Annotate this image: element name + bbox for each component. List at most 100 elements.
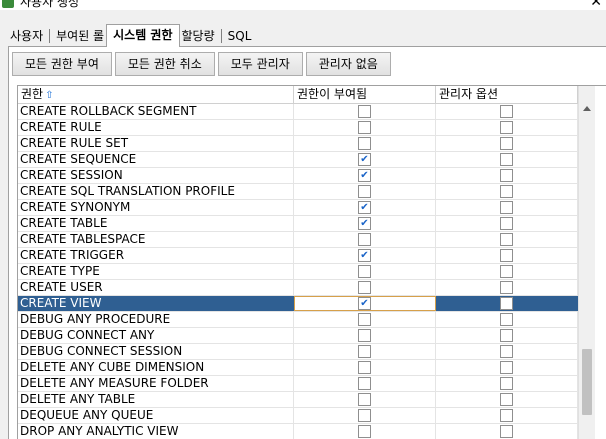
privilege-name: CREATE TRIGGER — [18, 248, 294, 263]
column-header-granted[interactable]: 권한이 부여됨 — [294, 86, 436, 104]
close-icon[interactable]: ✕ — [590, 0, 602, 10]
table-row[interactable]: DEBUG CONNECT SESSION — [18, 344, 578, 360]
table-row[interactable]: CREATE SESSION ✔ — [18, 168, 578, 184]
granted-checkbox[interactable]: ✔ — [358, 249, 371, 262]
admin-cell — [436, 408, 578, 423]
column-header-privilege[interactable]: 권한 ⇧ — [18, 86, 294, 104]
table-row[interactable]: CREATE TYPE — [18, 264, 578, 280]
table-row[interactable]: CREATE TRIGGER ✔ — [18, 248, 578, 264]
grant-all-button[interactable]: 모든 권한 부여 — [12, 52, 112, 76]
admin-checkbox[interactable] — [500, 105, 513, 118]
admin-checkbox[interactable] — [500, 249, 513, 262]
admin-cell — [436, 232, 578, 247]
granted-checkbox[interactable] — [358, 345, 371, 358]
granted-checkbox[interactable]: ✔ — [358, 201, 371, 214]
admin-checkbox[interactable] — [500, 329, 513, 342]
revoke-all-button[interactable]: 모든 권한 취소 — [114, 52, 215, 76]
no-admin-button[interactable]: 관리자 없음 — [305, 52, 391, 76]
granted-checkbox[interactable] — [358, 281, 371, 294]
admin-checkbox[interactable] — [500, 217, 513, 230]
tab-quotas[interactable]: 할당량 — [181, 29, 215, 43]
admin-checkbox[interactable] — [500, 361, 513, 374]
granted-cell — [294, 184, 436, 199]
all-admin-button[interactable]: 모두 관리자 — [217, 52, 303, 76]
table-row[interactable]: CREATE SYNONYM ✔ — [18, 200, 578, 216]
granted-checkbox[interactable]: ✔ — [358, 153, 371, 166]
admin-checkbox[interactable] — [500, 297, 513, 310]
admin-checkbox[interactable] — [500, 345, 513, 358]
granted-checkbox[interactable] — [358, 185, 371, 198]
table-row[interactable]: DROP ANY ANALYTIC VIEW — [18, 424, 578, 439]
admin-checkbox[interactable] — [500, 425, 513, 438]
checkmark-icon: ✔ — [360, 170, 369, 181]
admin-checkbox[interactable] — [500, 377, 513, 390]
granted-checkbox[interactable] — [358, 137, 371, 150]
checkmark-icon: ✔ — [360, 154, 369, 165]
checkmark-icon: ✔ — [360, 218, 369, 229]
table-row[interactable]: DELETE ANY CUBE DIMENSION — [18, 360, 578, 376]
table-row[interactable]: DEBUG CONNECT ANY — [18, 328, 578, 344]
granted-checkbox[interactable] — [358, 361, 371, 374]
table-row[interactable]: CREATE USER — [18, 280, 578, 296]
granted-cell: ✔ — [294, 216, 436, 231]
admin-checkbox[interactable] — [500, 233, 513, 246]
table-row[interactable]: DEQUEUE ANY QUEUE — [18, 408, 578, 424]
table-row[interactable]: DELETE ANY MEASURE FOLDER — [18, 376, 578, 392]
admin-checkbox[interactable] — [500, 137, 513, 150]
granted-cell: ✔ — [294, 296, 436, 311]
table-row[interactable]: DELETE ANY TABLE — [18, 392, 578, 408]
granted-checkbox[interactable] — [358, 425, 371, 438]
granted-checkbox[interactable] — [358, 265, 371, 278]
granted-checkbox[interactable] — [358, 313, 371, 326]
privilege-name: DELETE ANY TABLE — [18, 392, 294, 407]
tab-bar: 사용자 부여된 롤 시스템 권한 할당량 SQL — [0, 22, 606, 47]
admin-checkbox[interactable] — [500, 201, 513, 214]
table-row[interactable]: CREATE RULE — [18, 120, 578, 136]
tab-sql[interactable]: SQL — [227, 29, 252, 43]
tab-system-privileges[interactable]: 시스템 권한 — [106, 24, 180, 47]
granted-cell — [294, 328, 436, 343]
table-row[interactable]: CREATE TABLE ✔ — [18, 216, 578, 232]
admin-checkbox[interactable] — [500, 185, 513, 198]
table-row[interactable]: CREATE SEQUENCE ✔ — [18, 152, 578, 168]
admin-checkbox[interactable] — [500, 121, 513, 134]
granted-checkbox[interactable] — [358, 329, 371, 342]
table-row[interactable]: DEBUG ANY PROCEDURE — [18, 312, 578, 328]
table-row[interactable]: CREATE SQL TRANSLATION PROFILE — [18, 184, 578, 200]
table-row[interactable]: CREATE TABLESPACE — [18, 232, 578, 248]
granted-checkbox[interactable] — [358, 393, 371, 406]
granted-checkbox[interactable] — [358, 121, 371, 134]
admin-checkbox[interactable] — [500, 265, 513, 278]
granted-checkbox[interactable]: ✔ — [358, 217, 371, 230]
title-bar: 사용자 생성 ✕ — [0, 0, 606, 10]
privilege-name: CREATE VIEW — [18, 296, 294, 311]
granted-checkbox[interactable]: ✔ — [358, 297, 371, 310]
granted-checkbox[interactable] — [358, 233, 371, 246]
tab-divider — [220, 29, 222, 43]
privilege-name: CREATE SEQUENCE — [18, 152, 294, 167]
admin-checkbox[interactable] — [500, 153, 513, 166]
tab-granted-roles[interactable]: 부여된 롤 — [56, 29, 105, 43]
admin-cell — [436, 104, 578, 119]
scrollbar-thumb[interactable] — [582, 349, 592, 415]
admin-checkbox[interactable] — [500, 169, 513, 182]
granted-checkbox[interactable]: ✔ — [358, 169, 371, 182]
tab-divider — [49, 29, 51, 43]
granted-checkbox[interactable] — [358, 105, 371, 118]
granted-checkbox[interactable] — [358, 409, 371, 422]
table-row[interactable]: CREATE VIEW ✔ — [18, 296, 578, 312]
tab-user[interactable]: 사용자 — [10, 29, 44, 43]
table-row[interactable]: CREATE ROLLBACK SEGMENT — [18, 104, 578, 120]
admin-checkbox[interactable] — [500, 409, 513, 422]
privilege-name: CREATE ROLLBACK SEGMENT — [18, 104, 294, 119]
granted-checkbox[interactable] — [358, 377, 371, 390]
admin-checkbox[interactable] — [500, 313, 513, 326]
vertical-scrollbar[interactable] — [578, 86, 595, 439]
table-row[interactable]: CREATE RULE SET — [18, 136, 578, 152]
column-header-admin[interactable]: 관리자 옵션 — [436, 86, 578, 104]
scroll-up-icon[interactable] — [583, 106, 591, 111]
admin-checkbox[interactable] — [500, 393, 513, 406]
admin-cell — [436, 136, 578, 151]
admin-checkbox[interactable] — [500, 281, 513, 294]
admin-cell — [436, 120, 578, 135]
